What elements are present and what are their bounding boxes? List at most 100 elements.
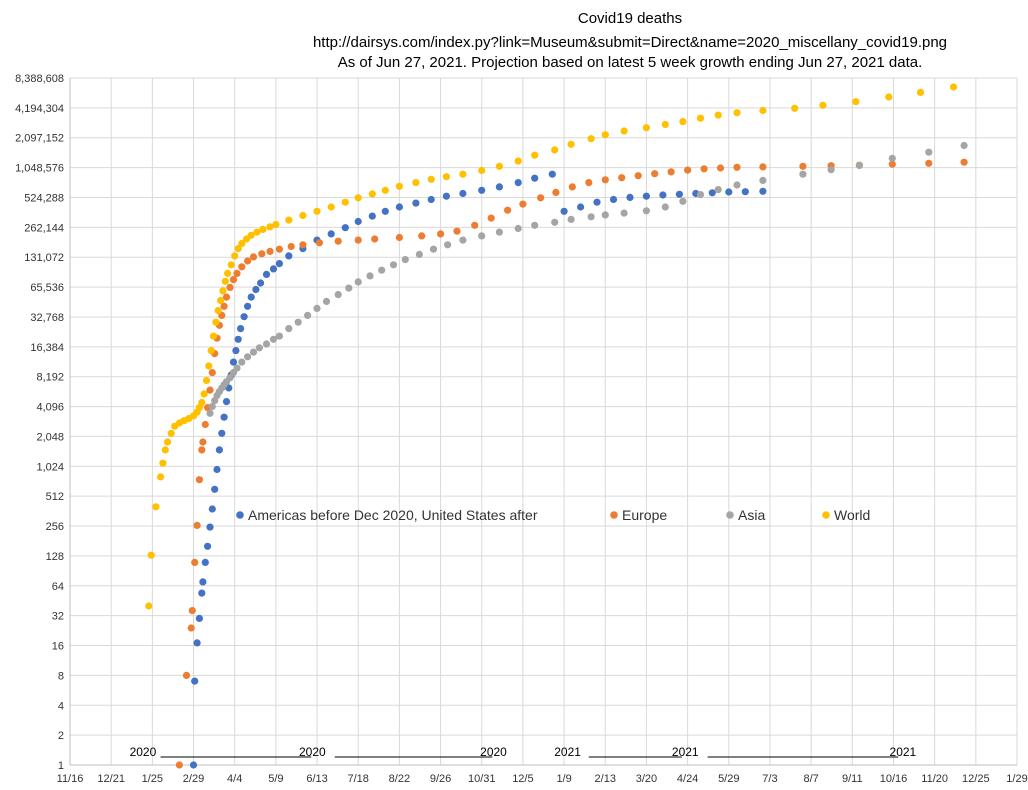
title-line-1: Covid19 deaths (578, 10, 682, 27)
data-point (618, 174, 626, 182)
data-point (567, 215, 575, 223)
data-point (208, 505, 216, 513)
data-point (661, 120, 669, 129)
data-point (852, 98, 860, 106)
data-point (725, 188, 733, 196)
data-point (888, 154, 896, 162)
data-point (642, 207, 651, 215)
data-point (206, 409, 214, 417)
data-point (759, 176, 767, 184)
data-point (495, 183, 503, 191)
data-point (696, 114, 705, 122)
data-point (161, 446, 169, 454)
data-point (229, 358, 238, 366)
data-point (198, 398, 206, 407)
data-point (733, 109, 741, 117)
data-point (244, 302, 252, 310)
data-point (212, 318, 220, 326)
data-point (208, 369, 216, 377)
year-label: 2021 (890, 745, 917, 759)
data-point (208, 402, 216, 411)
data-point (200, 390, 208, 398)
data-point (334, 237, 342, 245)
y-tick-label: 4,194,304 (15, 103, 64, 115)
data-point (700, 165, 708, 173)
data-point (444, 241, 452, 249)
data-point (304, 311, 312, 319)
data-point (551, 218, 559, 226)
data-point (191, 677, 199, 685)
y-tick-label: 524,288 (24, 192, 64, 204)
data-point (401, 256, 409, 264)
data-point (354, 236, 362, 244)
data-point (888, 160, 896, 168)
x-tick-label: 10/16 (880, 773, 908, 785)
data-point (253, 228, 261, 236)
data-point (220, 302, 228, 310)
data-point (418, 232, 426, 240)
legend-label: World (834, 507, 870, 523)
axes: 1 2 4 8 16 32 64 128 256 512 1,024 2,048 4,096 8,192 1… (15, 73, 1028, 785)
data-point (679, 118, 687, 126)
legend-marker (236, 511, 244, 519)
data-point (567, 140, 575, 148)
data-point (459, 189, 467, 198)
data-point (215, 446, 223, 454)
data-point (642, 124, 651, 132)
data-point (885, 93, 893, 101)
data-point (285, 252, 293, 260)
year-label: 2020 (480, 745, 507, 759)
data-point (275, 260, 283, 268)
x-tick-label: 12/5 (512, 773, 533, 785)
data-point (247, 293, 255, 301)
data-point (601, 211, 609, 219)
x-tick-label: 9/11 (842, 773, 863, 785)
series-2 (206, 141, 968, 417)
data-point (238, 358, 246, 366)
data-point (487, 214, 495, 222)
x-tick-label: 8/22 (389, 773, 410, 785)
data-point (145, 602, 153, 610)
data-point (960, 158, 968, 166)
data-point (222, 293, 231, 301)
data-point (201, 558, 209, 567)
x-tick-label: 12/21 (97, 773, 125, 785)
data-point (285, 216, 293, 224)
data-point (224, 269, 232, 277)
data-point (198, 446, 206, 454)
data-point (234, 335, 242, 343)
chart-title: Covid19 deaths http://dairsys.com/index.… (313, 10, 947, 71)
x-tick-label: 5/9 (268, 773, 283, 785)
data-point (341, 198, 349, 206)
data-point (759, 163, 767, 171)
data-point (198, 589, 206, 597)
y-tick-label: 1,024 (36, 461, 64, 473)
x-tick-label: 4/4 (227, 773, 242, 785)
x-tick-label: 10/31 (468, 773, 496, 785)
data-point (415, 250, 423, 258)
legend-marker (610, 511, 618, 519)
data-point (819, 101, 827, 109)
data-point (217, 296, 225, 305)
data-point (247, 231, 255, 239)
data-point (240, 313, 248, 321)
data-point (626, 193, 634, 201)
data-point (585, 179, 593, 187)
data-point (213, 465, 221, 474)
data-point (233, 269, 241, 277)
x-tick-label: 11/16 (57, 773, 84, 785)
data-point (531, 174, 539, 182)
data-point (232, 347, 240, 355)
data-point (262, 270, 271, 278)
legend-label: Americas before Dec 2020, United States … (248, 507, 538, 523)
data-point (537, 194, 545, 202)
data-point (354, 278, 362, 286)
data-point (205, 362, 213, 370)
data-point (182, 671, 191, 680)
data-point (252, 285, 260, 294)
title-line-3: As of Jun 27, 2021. Projection based on … (338, 54, 923, 71)
data-point (368, 190, 376, 198)
legend-label: Asia (738, 507, 765, 523)
data-point (427, 195, 435, 204)
